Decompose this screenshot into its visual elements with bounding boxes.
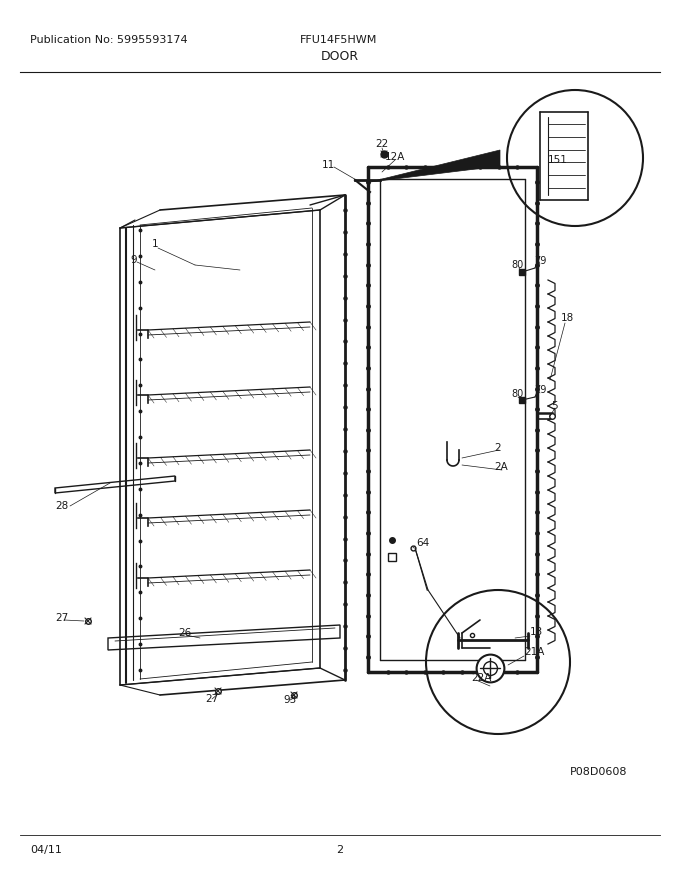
- Text: 28: 28: [55, 501, 68, 511]
- Text: 27: 27: [55, 613, 68, 623]
- Text: 79: 79: [534, 256, 546, 266]
- Text: 2: 2: [494, 443, 500, 453]
- Text: 79: 79: [534, 385, 546, 395]
- Text: 27: 27: [205, 694, 218, 704]
- Text: Publication No: 5995593174: Publication No: 5995593174: [30, 35, 188, 45]
- Text: 26: 26: [178, 628, 191, 638]
- Text: 80: 80: [511, 389, 523, 399]
- Text: P08D0608: P08D0608: [570, 767, 628, 777]
- Text: 21A: 21A: [524, 647, 545, 657]
- Text: 11: 11: [322, 160, 335, 170]
- Text: DOOR: DOOR: [321, 50, 359, 63]
- Text: 22: 22: [375, 139, 388, 149]
- Text: 22A: 22A: [471, 673, 492, 683]
- Text: 13: 13: [530, 627, 543, 637]
- Text: 93: 93: [283, 695, 296, 705]
- Text: 80: 80: [511, 260, 523, 270]
- Text: 9: 9: [130, 255, 137, 265]
- Text: 1: 1: [152, 239, 158, 249]
- Text: 64: 64: [416, 538, 429, 548]
- Text: FFU14F5HWM: FFU14F5HWM: [300, 35, 377, 45]
- Text: 12A: 12A: [385, 152, 405, 162]
- Text: 18: 18: [561, 313, 574, 323]
- Text: 2A: 2A: [494, 462, 508, 472]
- Text: 2: 2: [337, 845, 343, 855]
- Polygon shape: [370, 150, 500, 182]
- Text: 5: 5: [551, 401, 558, 411]
- Text: 04/11: 04/11: [30, 845, 62, 855]
- Text: 151: 151: [548, 155, 568, 165]
